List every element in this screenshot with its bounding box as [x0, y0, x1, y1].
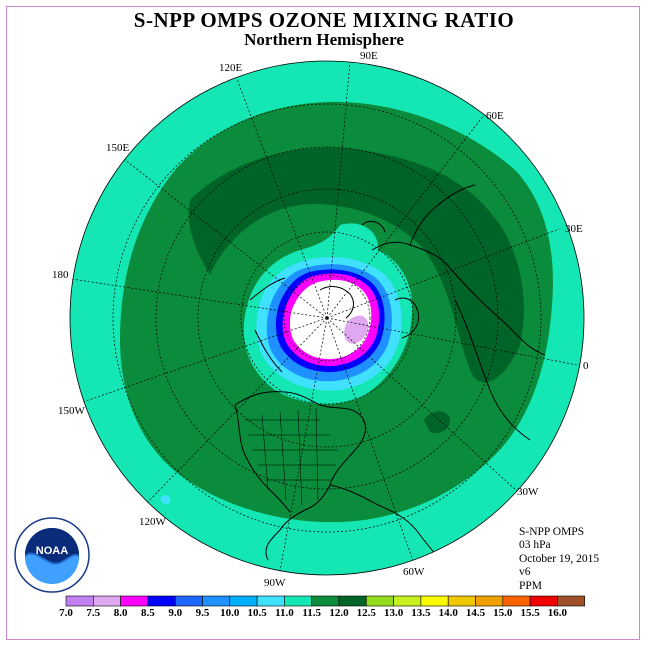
lon-label-60w: 60W: [403, 566, 425, 578]
ozone-field-light-violet: [344, 315, 369, 344]
colorbar-tick-label: 11.0: [275, 607, 294, 619]
info-version: v6: [519, 566, 531, 579]
colorbar-swatch: [65, 595, 94, 607]
colorbar-tick-label: 11.5: [302, 607, 322, 619]
ozone-field-12: [188, 147, 524, 383]
lon-label-120w: 120W: [139, 516, 166, 528]
graticule: [70, 61, 584, 572]
colorbar-tick-label: 8.0: [113, 607, 128, 619]
info-units: PPM: [519, 579, 543, 592]
noaa-logo: NOAA: [14, 517, 90, 593]
lon-label-180: 180: [52, 269, 69, 281]
colorbar-tick-label: 9.0: [168, 607, 183, 619]
colorbar-swatch: [229, 595, 258, 607]
lon-label-90w: 90W: [264, 577, 286, 589]
colorbar-swatch: [256, 595, 285, 607]
colorbar-tick-label: 16.0: [547, 607, 568, 619]
colorbar-swatch: [202, 595, 231, 607]
ozone-field-small-patch: [160, 495, 171, 505]
colorbar-tick-label: 13.0: [383, 607, 404, 619]
noaa-logo-text: NOAA: [36, 545, 68, 557]
colorbar-swatch: [393, 595, 422, 607]
colorbar-swatch: [475, 595, 504, 607]
colorbar-swatch: [365, 595, 394, 607]
figure-frame: [6, 6, 640, 640]
colorbar-tick-label: 14.0: [438, 607, 458, 619]
colorbar-tick-label: 14.5: [465, 607, 486, 619]
colorbar-swatch: [529, 595, 558, 607]
lon-label-150w: 150W: [58, 405, 85, 417]
lon-label-120e: 120E: [219, 62, 243, 74]
ozone-field-12-small: [424, 411, 451, 434]
info-date: October 19, 2015: [519, 552, 600, 565]
colorbar-tick-label: 7.5: [86, 607, 101, 619]
colorbar-tick-label: 15.5: [520, 607, 540, 619]
colorbar-swatch: [502, 595, 531, 607]
info-level: 03 hPa: [519, 539, 551, 552]
colorbar-tick-label: 15.0: [493, 607, 513, 619]
state-borders: [245, 407, 338, 506]
colorbar-swatch: [147, 595, 176, 607]
colorbar-swatch: [174, 595, 203, 607]
colorbar: [65, 595, 586, 607]
map-boundary: [69, 60, 585, 576]
lon-label-150e: 150E: [106, 142, 130, 154]
colorbar-swatch: [93, 595, 121, 607]
colorbar-tick-label: 8.5: [141, 607, 155, 619]
colorbar-tick-label: 10.0: [220, 607, 240, 619]
map-info: S-NPP OMPS 03 hPa October 19, 2015 v6 PP…: [519, 526, 599, 593]
colorbar-tick-label: 13.5: [411, 607, 431, 619]
info-instrument: S-NPP OMPS: [519, 526, 585, 538]
colorbar-tick-label: 12.5: [356, 607, 376, 619]
colorbar-swatch: [420, 595, 449, 607]
colorbar-swatch: [284, 595, 312, 607]
lon-label-0: 0: [583, 360, 589, 372]
colorbar-tick-label: 9.5: [195, 607, 210, 619]
colorbar-tick-label: 10.5: [247, 607, 267, 619]
colorbar-swatch: [311, 595, 340, 607]
lon-label-30w: 30W: [517, 486, 539, 498]
colorbar-swatch: [120, 595, 149, 607]
lon-label-90e: 90E: [360, 50, 378, 62]
colorbar-swatch: [447, 595, 476, 607]
colorbar-swatch: [557, 595, 586, 607]
coastlines: [234, 184, 546, 571]
lon-label-60e: 60E: [486, 110, 504, 122]
colorbar-tick-label: 7.0: [59, 607, 73, 619]
map-subtitle: Northern Hemisphere: [244, 30, 404, 49]
colorbar-swatch: [338, 595, 367, 607]
colorbar-tick-label: 12.0: [329, 607, 349, 619]
map-title: S-NPP OMPS OZONE MIXING RATIO: [133, 8, 515, 32]
lon-label-30e: 30E: [565, 223, 583, 235]
